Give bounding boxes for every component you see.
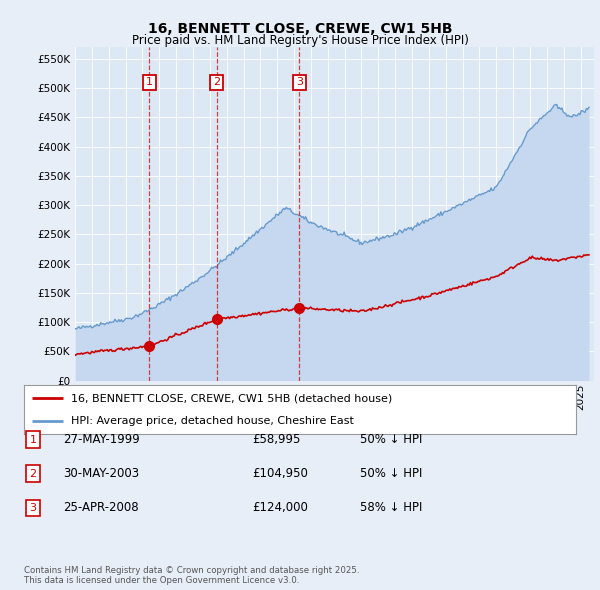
Text: £104,950: £104,950 [252, 467, 308, 480]
Text: £58,995: £58,995 [252, 433, 301, 446]
Text: 1: 1 [146, 77, 153, 87]
Text: 2: 2 [29, 469, 37, 478]
Text: Contains HM Land Registry data © Crown copyright and database right 2025.
This d: Contains HM Land Registry data © Crown c… [24, 566, 359, 585]
Text: Price paid vs. HM Land Registry's House Price Index (HPI): Price paid vs. HM Land Registry's House … [131, 34, 469, 47]
Text: 1: 1 [29, 435, 37, 444]
Text: 27-MAY-1999: 27-MAY-1999 [63, 433, 140, 446]
Text: 50% ↓ HPI: 50% ↓ HPI [360, 467, 422, 480]
Text: 25-APR-2008: 25-APR-2008 [63, 502, 139, 514]
Text: 58% ↓ HPI: 58% ↓ HPI [360, 502, 422, 514]
Text: 16, BENNETT CLOSE, CREWE, CW1 5HB (detached house): 16, BENNETT CLOSE, CREWE, CW1 5HB (detac… [71, 394, 392, 404]
Text: 3: 3 [29, 503, 37, 513]
Text: HPI: Average price, detached house, Cheshire East: HPI: Average price, detached house, Ches… [71, 415, 354, 425]
Text: £124,000: £124,000 [252, 502, 308, 514]
Text: 2: 2 [213, 77, 220, 87]
Text: 16, BENNETT CLOSE, CREWE, CW1 5HB: 16, BENNETT CLOSE, CREWE, CW1 5HB [148, 22, 452, 37]
Text: 30-MAY-2003: 30-MAY-2003 [63, 467, 139, 480]
Text: 50% ↓ HPI: 50% ↓ HPI [360, 433, 422, 446]
Text: 3: 3 [296, 77, 303, 87]
